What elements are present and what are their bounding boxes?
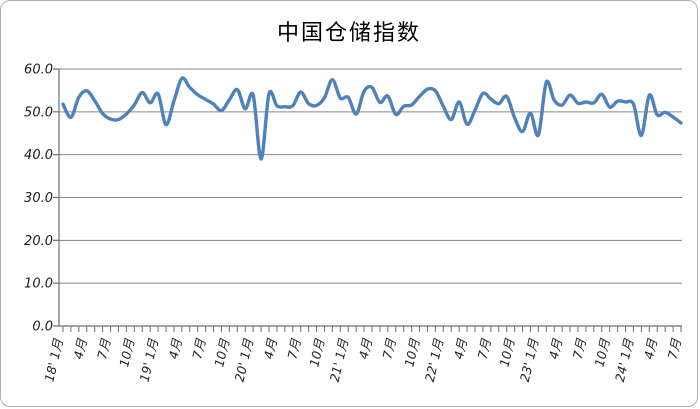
y-axis-label: 20.0	[24, 234, 53, 249]
x-axis-label: 20' 1月	[232, 337, 257, 384]
x-axis-label: 10月	[211, 337, 232, 369]
x-axis-label: 4月	[70, 337, 89, 361]
x-axis-label: 10月	[116, 337, 137, 369]
x-axis-label: 4月	[641, 337, 660, 361]
x-axis-label: 4月	[356, 337, 375, 361]
x-axis-label: 19' 1月	[137, 337, 162, 384]
x-axis-label: 10月	[306, 337, 327, 369]
x-axis-label: 7月	[570, 337, 589, 361]
y-axis-label: 30.0	[24, 191, 53, 206]
x-axis-label: 10月	[401, 337, 422, 369]
x-axis-label: 7月	[284, 337, 303, 361]
y-axis-label: 10.0	[24, 277, 53, 292]
chart-title: 中国仓储指数	[276, 21, 421, 46]
x-axis-label: 4月	[451, 337, 470, 361]
x-axis-label: 10月	[497, 337, 518, 369]
index-line-series	[61, 76, 683, 161]
x-axis-label: 4月	[166, 337, 185, 361]
x-axis-label: 23' 1月	[517, 337, 542, 384]
x-axis-label: 21' 1月	[327, 337, 352, 384]
x-axis-label: 4月	[546, 337, 565, 361]
x-axis-label: 10月	[592, 337, 613, 369]
y-axis-label: 60.0	[24, 63, 53, 78]
x-axis-label: 22' 1月	[422, 337, 447, 384]
y-axis-label: 0.0	[32, 320, 53, 335]
x-axis-label: 4月	[261, 337, 280, 361]
x-axis-label: 7月	[665, 337, 684, 361]
y-axis-label: 50.0	[24, 105, 53, 120]
x-axis-label: 18' 1月	[41, 337, 66, 384]
x-axis-label: 24' 1月	[612, 337, 637, 384]
x-axis-label: 7月	[94, 337, 113, 361]
y-axis-label: 40.0	[24, 148, 53, 163]
x-axis-label: 7月	[189, 337, 208, 361]
x-axis-label: 7月	[475, 337, 494, 361]
x-axis-label: 7月	[379, 337, 398, 361]
